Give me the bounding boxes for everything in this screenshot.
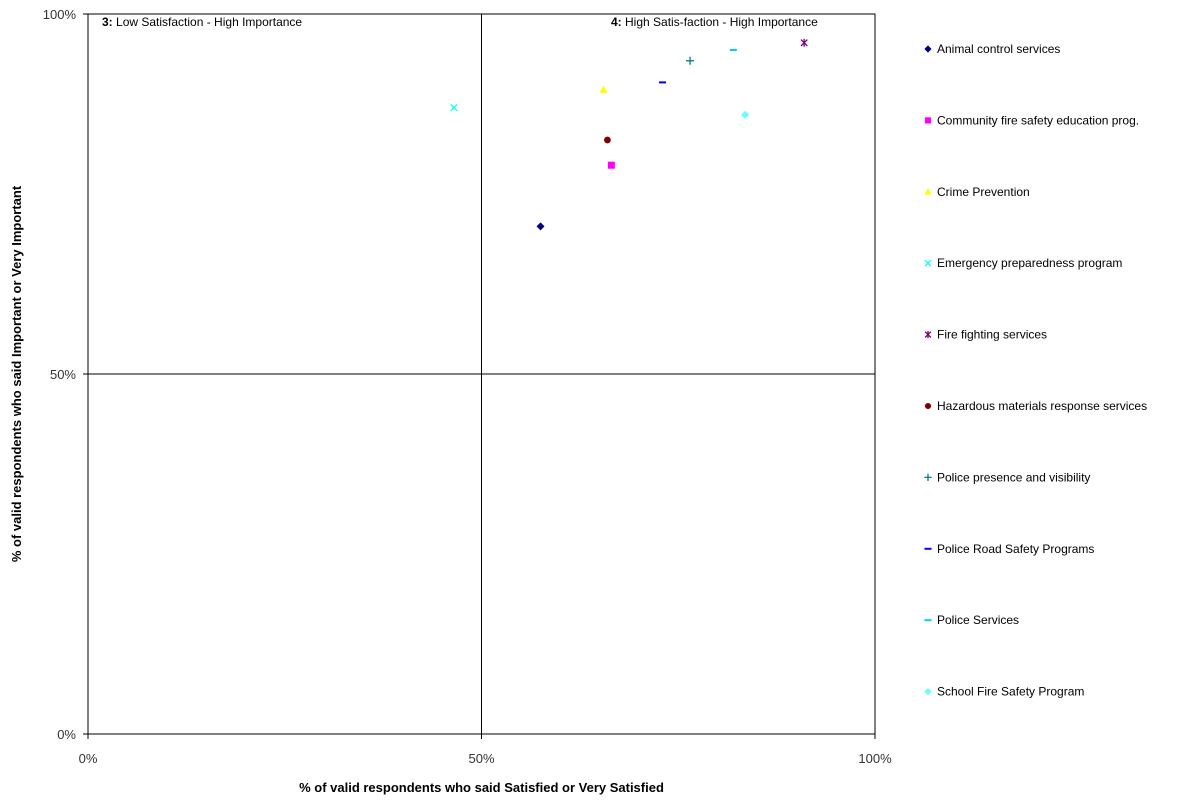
tick-marks bbox=[83, 13, 876, 739]
legend-item-community-fire-safety-education-prog: Community fire safety education prog. bbox=[924, 113, 1139, 127]
legend-marker bbox=[924, 331, 932, 339]
point-police-presence-and-visibility bbox=[686, 56, 695, 65]
legend-label: Police presence and visibility bbox=[937, 470, 1090, 484]
y-tick-label-50: 50% bbox=[50, 367, 76, 382]
legend-label: Animal control services bbox=[937, 42, 1060, 56]
quadrant-label-4: 4: High Satis-faction - High Importance bbox=[611, 15, 818, 29]
legend-marker bbox=[924, 402, 932, 410]
x-axis-title: % of valid respondents who said Satisfie… bbox=[299, 780, 664, 795]
point-animal-control-services bbox=[536, 222, 545, 231]
y-tick-label-0: 0% bbox=[57, 727, 76, 742]
legend-item-fire-fighting-services: Fire fighting services bbox=[924, 328, 1047, 342]
legend-item-crime-prevention: Crime Prevention bbox=[924, 185, 1030, 199]
data-points bbox=[450, 38, 808, 231]
x-tick-label-0: 0% bbox=[79, 751, 98, 766]
legend-item-police-services: Police Services bbox=[924, 613, 1019, 627]
legend-item-animal-control-services: Animal control services bbox=[924, 42, 1060, 56]
legend-label: Hazardous materials response services bbox=[937, 399, 1147, 413]
legend-item-police-road-safety-programs: Police Road Safety Programs bbox=[924, 542, 1094, 556]
legend-label: Community fire safety education prog. bbox=[937, 113, 1139, 127]
legend-marker bbox=[924, 688, 932, 696]
legend-label: School Fire Safety Program bbox=[937, 685, 1084, 699]
legend-label: Fire fighting services bbox=[937, 328, 1047, 342]
quadrant-4-text: High Satis-faction - High Importance bbox=[625, 15, 818, 29]
legend-item-school-fire-safety-program: School Fire Safety Program bbox=[924, 685, 1084, 699]
quadrant-3-text: Low Satisfaction - High Importance bbox=[116, 15, 302, 29]
point-hazardous-materials-response-services bbox=[604, 136, 611, 144]
legend-label: Crime Prevention bbox=[937, 185, 1030, 199]
legend-item-emergency-preparedness-program: Emergency preparedness program bbox=[924, 256, 1122, 270]
point-community-fire-safety-education-prog bbox=[607, 161, 615, 169]
point-crime-prevention bbox=[599, 85, 608, 93]
legend-marker bbox=[924, 45, 932, 53]
legend-label: Police Road Safety Programs bbox=[937, 542, 1094, 556]
legend: Animal control services Community fire sa… bbox=[924, 42, 1147, 699]
legend-marker bbox=[924, 473, 932, 481]
point-fire-fighting-services bbox=[800, 38, 808, 47]
y-axis-title: % of valid respondents who said Importan… bbox=[9, 185, 24, 562]
legend-marker bbox=[924, 188, 932, 195]
legend-marker bbox=[924, 259, 932, 267]
legend-marker bbox=[924, 117, 932, 124]
quadrant-3-number: 3: bbox=[102, 15, 113, 29]
quadrant-label-3: 3: Low Satisfaction - High Importance bbox=[102, 15, 302, 29]
y-tick-label-100: 100% bbox=[43, 7, 77, 22]
point-emergency-preparedness-program bbox=[450, 103, 458, 112]
x-tick-label-50: 50% bbox=[468, 751, 494, 766]
legend-label: Police Services bbox=[937, 613, 1019, 627]
quadrant-4-number: 4: bbox=[611, 15, 622, 29]
legend-label: Emergency preparedness program bbox=[937, 256, 1122, 270]
legend-item-hazardous-materials-response-services: Hazardous materials response services bbox=[924, 399, 1147, 413]
point-school-fire-safety-program bbox=[741, 110, 750, 119]
x-tick-label-100: 100% bbox=[858, 751, 892, 766]
legend-item-police-presence-and-visibility: Police presence and visibility bbox=[924, 470, 1090, 484]
